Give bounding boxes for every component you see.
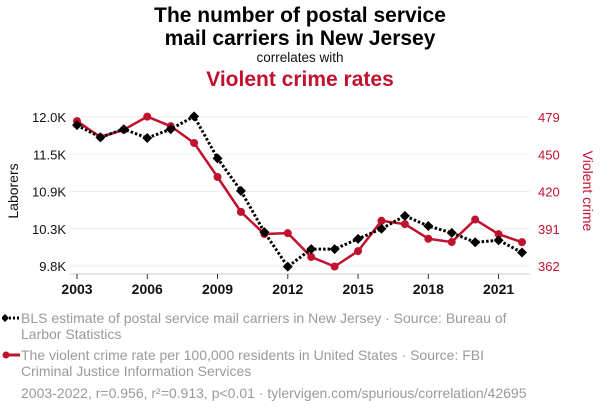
series-carriers-point [212, 153, 223, 164]
series-carriers-point [165, 124, 176, 135]
series-carriers-point [259, 227, 270, 238]
y-axis-right-title: Violent crime [580, 151, 596, 232]
series-carriers-point [470, 237, 481, 248]
series-carriers-point [446, 227, 457, 238]
y-left-tick-label: 10.3K [32, 222, 66, 237]
x-tick-label: 2012 [272, 281, 303, 297]
y-right-tick-label: 362 [538, 259, 560, 274]
series-carriers-point [142, 132, 153, 143]
series-carriers-point [72, 120, 82, 131]
series-carriers-line [76, 114, 523, 269]
chart-title: The number of postal service mail carrie… [0, 4, 600, 50]
series-crime-point [213, 172, 222, 181]
line-chart: 12.0K 479 11.5K 450 10.9K 420 10.3K 391 9.8K 362 2… [5, 110, 596, 297]
series-crime-point [447, 238, 456, 247]
y-right-tick-label: 479 [538, 110, 560, 125]
series-crime-point [307, 252, 316, 261]
series-carriers-point [493, 235, 504, 246]
x-tick-label: 2009 [202, 281, 233, 297]
series-carriers-point [329, 244, 340, 255]
series-crime-point [354, 247, 363, 256]
legend-item-crime: The violent crime rate per 100,000 resid… [2, 347, 521, 379]
y-right-tick-label: 450 [538, 147, 560, 162]
y-axis-left-title: Laborers [5, 163, 21, 218]
series-carriers-point [118, 124, 129, 135]
y-left-tick-label: 11.5K [33, 147, 66, 162]
series-carriers-point [353, 233, 364, 244]
footer-stats: 2003-2022, r=0.956, r²=0.913, p<0.01 · t… [21, 385, 527, 401]
legend-label-crime: The violent crime rate per 100,000 resid… [21, 347, 485, 379]
series-crime-point [494, 230, 503, 239]
series-crime-point [471, 215, 480, 224]
series-carriers-point [282, 261, 293, 272]
gridlines [70, 116, 530, 267]
dotted-diamond-line-icon [2, 314, 20, 322]
x-tick-label: 2021 [483, 281, 514, 297]
series-crime-point [377, 216, 386, 225]
x-tick-label: 2006 [132, 281, 163, 297]
series-carriers-point [423, 221, 434, 232]
axes: 12.0K 479 11.5K 450 10.9K 420 10.3K 391 9.8K 362 2… [32, 110, 560, 297]
y-right-tick-label: 391 [538, 222, 560, 237]
chart-subtitle: correlates with [256, 50, 344, 65]
series-carriers-point [399, 210, 410, 221]
series-crime-point [283, 229, 292, 238]
solid-circle-line-icon [2, 351, 20, 359]
series-layer [72, 111, 527, 272]
x-tick-label: 2018 [413, 281, 444, 297]
y-right-tick-label: 420 [538, 185, 560, 200]
series-crime-point [518, 238, 526, 247]
series-crime-point [400, 220, 409, 229]
series-carriers-point [376, 223, 387, 234]
y-left-tick-label: 12.0K [32, 110, 66, 125]
series-crime-point [424, 234, 433, 243]
x-tick-label: 2015 [342, 281, 373, 297]
series-crime-point [236, 207, 245, 216]
chart-title-line1: The number of postal service [154, 4, 446, 27]
legend-item-carriers: BLS estimate of postal service mail carr… [2, 310, 521, 342]
series-crime-point [143, 112, 152, 121]
series-carriers-point [517, 247, 527, 258]
series-crime-point [330, 262, 339, 271]
legend-label-carriers: BLS estimate of postal service mail carr… [21, 310, 507, 342]
series-carriers-point [189, 111, 200, 122]
chart-title-line2: mail carriers in New Jersey [164, 27, 436, 50]
series-carriers-point [95, 132, 106, 143]
series-carriers-point [235, 185, 246, 196]
y-left-tick-label: 10.9K [32, 185, 66, 200]
chart-title-secondary: Violent crime rates [206, 68, 394, 91]
series-crime-point [190, 138, 199, 147]
x-tick-label: 2003 [61, 281, 92, 297]
series-carriers-point [306, 244, 317, 255]
y-left-tick-label: 9.8K [39, 259, 66, 274]
